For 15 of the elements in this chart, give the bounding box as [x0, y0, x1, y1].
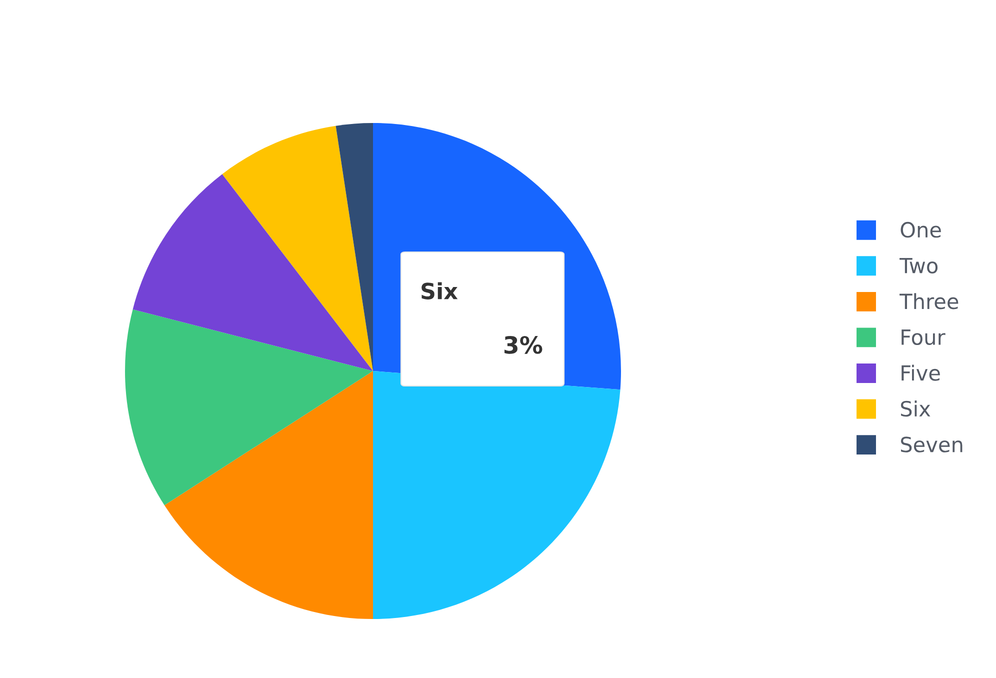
- pie-slice: [336, 123, 373, 371]
- legend-label: Three: [900, 293, 958, 310]
- legend-label: Two: [900, 258, 938, 274]
- pie-slice: [125, 309, 373, 506]
- pie-slice: [132, 174, 373, 371]
- text: Six: [422, 282, 458, 300]
- pie-slice: [222, 126, 373, 371]
- legend-label: Four: [902, 330, 946, 346]
- pie-slice: [373, 371, 620, 619]
- pie-slice: [164, 371, 373, 619]
- legend-label: One: [900, 222, 941, 238]
- text: 3%: [504, 336, 542, 354]
- legend-label: Seven: [900, 436, 962, 452]
- legend-label: Five: [902, 364, 940, 381]
- legend-label: Six: [900, 400, 930, 417]
